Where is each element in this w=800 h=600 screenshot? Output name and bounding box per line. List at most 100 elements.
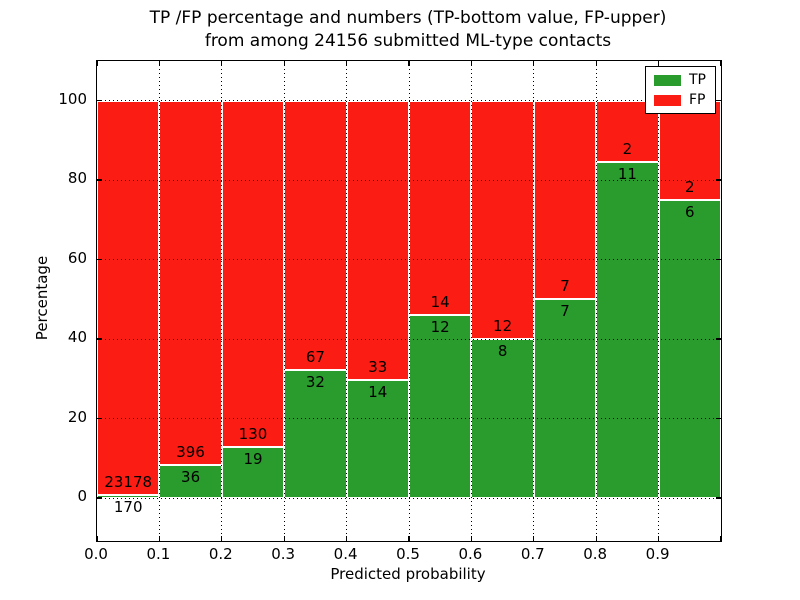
bar-fp-segment [97, 100, 160, 496]
gridline-x [658, 61, 660, 541]
x-axis-label: Predicted probability [330, 565, 486, 583]
gridline-y [97, 179, 721, 181]
gridline-y [97, 497, 721, 499]
bar-tp-count-label: 8 [497, 342, 508, 360]
x-tick-mark [97, 536, 99, 541]
legend-label-tp: TP [689, 72, 706, 88]
gridline-x [346, 61, 348, 541]
plot-area: 23178 170 396 36 130 19 67 32 33 14 14 12 12 8 7 7 2 11 2 6 [96, 60, 722, 542]
bar-fp-count-label: 7 [560, 277, 570, 296]
gridline-x [470, 61, 472, 541]
legend: TP FP [645, 66, 716, 114]
bar-tp-segment [284, 369, 347, 498]
x-tick-mark [408, 61, 410, 66]
x-tick-label: 0.5 [396, 545, 420, 563]
chart-title-line2: from among 24156 submitted ML-type conta… [204, 31, 612, 51]
y-tick-mark [97, 179, 102, 181]
bar-tp-segment [221, 447, 285, 498]
gridline-y [97, 100, 721, 101]
x-tick-label: 0.3 [271, 545, 296, 563]
bar-tp-count-label: 14 [368, 382, 388, 401]
bar-fp-segment [533, 100, 597, 300]
y-tick-mark [716, 417, 721, 420]
x-tick-mark [719, 536, 721, 541]
y-tick-label: 40 [67, 328, 87, 346]
x-tick-mark [533, 536, 535, 541]
x-tick-label: 0.2 [208, 545, 233, 563]
bar-fp-count-label: 2 [622, 139, 633, 158]
x-tick-mark [346, 536, 348, 541]
x-tick-mark [97, 61, 99, 66]
bar-fp-segment [221, 100, 285, 448]
x-tick-mark [221, 536, 223, 541]
y-tick-mark [716, 497, 721, 499]
bar-tp-segment [596, 161, 659, 498]
x-tick-mark [158, 536, 160, 541]
bar-tp-segment [533, 299, 597, 498]
bar-tp-count-label: 7 [560, 302, 570, 321]
y-tick-mark [97, 99, 102, 102]
legend-swatch-fp [654, 95, 681, 106]
bar-tp-count-label: 32 [305, 372, 325, 391]
y-tick-mark [716, 338, 721, 340]
gridline-x [283, 61, 285, 541]
x-tick-label: 0.4 [333, 545, 358, 563]
x-tick-mark [346, 61, 348, 66]
y-tick-mark [716, 258, 721, 261]
x-tick-label: 0.7 [520, 545, 545, 563]
x-tick-mark [408, 536, 410, 541]
x-tick-label: 0.8 [583, 545, 608, 563]
x-tick-label: 0.6 [458, 545, 483, 563]
chart-title-line1: TP /FP percentage and numbers (TP-bottom… [149, 8, 667, 28]
y-tick-label: 20 [67, 407, 87, 426]
bar-tp-count-label: 170 [113, 498, 143, 517]
y-tick-mark [716, 179, 721, 181]
bar-tp-count-label: 6 [685, 202, 695, 221]
bar-tp-segment [658, 199, 721, 498]
gridline-x [595, 61, 597, 541]
gridline-y [97, 259, 721, 260]
bar-fp-count-label: 67 [305, 347, 325, 366]
bar-fp-count-label: 130 [238, 425, 268, 444]
bar-fp-segment [658, 100, 721, 200]
x-tick-mark [533, 61, 535, 66]
gridline-x [158, 61, 160, 541]
bar-fp-segment [284, 100, 347, 370]
bar-fp-segment [346, 100, 409, 380]
y-tick-label: 100 [58, 89, 87, 108]
bar-tp-count-label: 12 [430, 317, 450, 336]
y-tick-mark [716, 99, 721, 102]
bar-fp-count-label: 14 [430, 292, 450, 311]
x-tick-mark [283, 61, 285, 66]
x-tick-mark [283, 536, 285, 541]
bar-fp-segment [159, 100, 222, 465]
y-tick-label: 60 [67, 248, 87, 267]
legend-entry-tp: TP [654, 73, 707, 88]
y-tick-mark [97, 497, 102, 499]
gridline-y [97, 338, 721, 340]
legend-label-fp: FP [689, 92, 706, 108]
x-tick-mark [221, 61, 223, 66]
y-tick-mark [97, 258, 102, 261]
bar-fp-count-label: 396 [176, 442, 205, 461]
bar-fp-count-label: 23178 [104, 473, 153, 492]
bar-tp-segment [346, 379, 409, 498]
x-tick-label: 0.1 [146, 545, 171, 563]
bar-fp-count-label: 12 [493, 317, 513, 335]
y-tick-label: 80 [67, 169, 87, 187]
gridline-x [221, 61, 223, 541]
legend-entry-fp: FP [654, 93, 707, 108]
x-tick-mark [719, 61, 721, 66]
x-tick-label: 0.0 [84, 545, 108, 563]
gridline-x [533, 61, 535, 541]
x-tick-mark [470, 61, 472, 66]
bar-tp-count-label: 19 [243, 450, 263, 469]
bar-fp-count-label: 33 [368, 357, 388, 376]
chart-title: TP /FP percentage and numbers (TP-bottom… [150, 7, 667, 53]
y-tick-mark [97, 338, 102, 340]
x-tick-mark [158, 61, 160, 66]
bar-tp-count-label: 11 [617, 164, 637, 183]
y-tick-mark [97, 417, 102, 420]
legend-swatch-tp [654, 75, 681, 86]
